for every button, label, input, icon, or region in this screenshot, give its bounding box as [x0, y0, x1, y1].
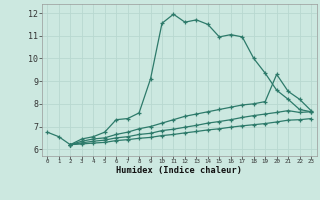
X-axis label: Humidex (Indice chaleur): Humidex (Indice chaleur): [116, 166, 242, 175]
